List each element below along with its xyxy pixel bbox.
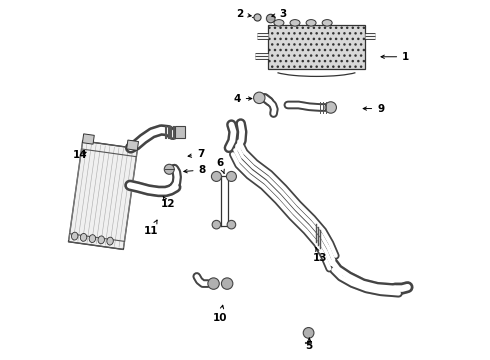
Text: 7: 7 bbox=[188, 149, 204, 159]
Text: 1: 1 bbox=[381, 52, 410, 62]
Circle shape bbox=[221, 278, 233, 289]
Text: 10: 10 bbox=[213, 305, 227, 323]
Ellipse shape bbox=[290, 19, 300, 26]
Circle shape bbox=[227, 220, 236, 229]
Text: 3: 3 bbox=[272, 9, 286, 19]
Text: 13: 13 bbox=[313, 247, 327, 263]
Text: 12: 12 bbox=[161, 197, 175, 209]
Bar bbox=[268, 24, 365, 69]
Circle shape bbox=[325, 102, 337, 113]
Circle shape bbox=[303, 328, 314, 338]
Text: 8: 8 bbox=[184, 165, 206, 175]
Text: 4: 4 bbox=[233, 94, 252, 104]
Circle shape bbox=[226, 171, 237, 181]
Bar bbox=[82, 134, 94, 144]
Ellipse shape bbox=[98, 236, 104, 244]
Circle shape bbox=[267, 14, 275, 23]
Text: 9: 9 bbox=[363, 104, 384, 113]
Text: 5: 5 bbox=[306, 338, 313, 351]
Ellipse shape bbox=[306, 19, 316, 26]
Text: 14: 14 bbox=[73, 150, 87, 160]
Circle shape bbox=[254, 14, 261, 21]
Bar bbox=[69, 141, 138, 249]
Ellipse shape bbox=[72, 232, 78, 240]
Ellipse shape bbox=[89, 235, 96, 243]
Ellipse shape bbox=[107, 237, 113, 245]
Ellipse shape bbox=[80, 233, 87, 241]
Bar bbox=[126, 140, 139, 150]
Text: 6: 6 bbox=[217, 158, 224, 173]
Circle shape bbox=[212, 220, 220, 229]
Text: 2: 2 bbox=[236, 9, 251, 19]
Ellipse shape bbox=[322, 19, 332, 26]
Text: 11: 11 bbox=[144, 220, 159, 236]
Bar bbox=[175, 126, 185, 138]
Circle shape bbox=[211, 171, 221, 181]
Circle shape bbox=[208, 278, 220, 289]
Circle shape bbox=[253, 92, 265, 104]
Circle shape bbox=[164, 164, 174, 174]
Ellipse shape bbox=[274, 19, 284, 26]
